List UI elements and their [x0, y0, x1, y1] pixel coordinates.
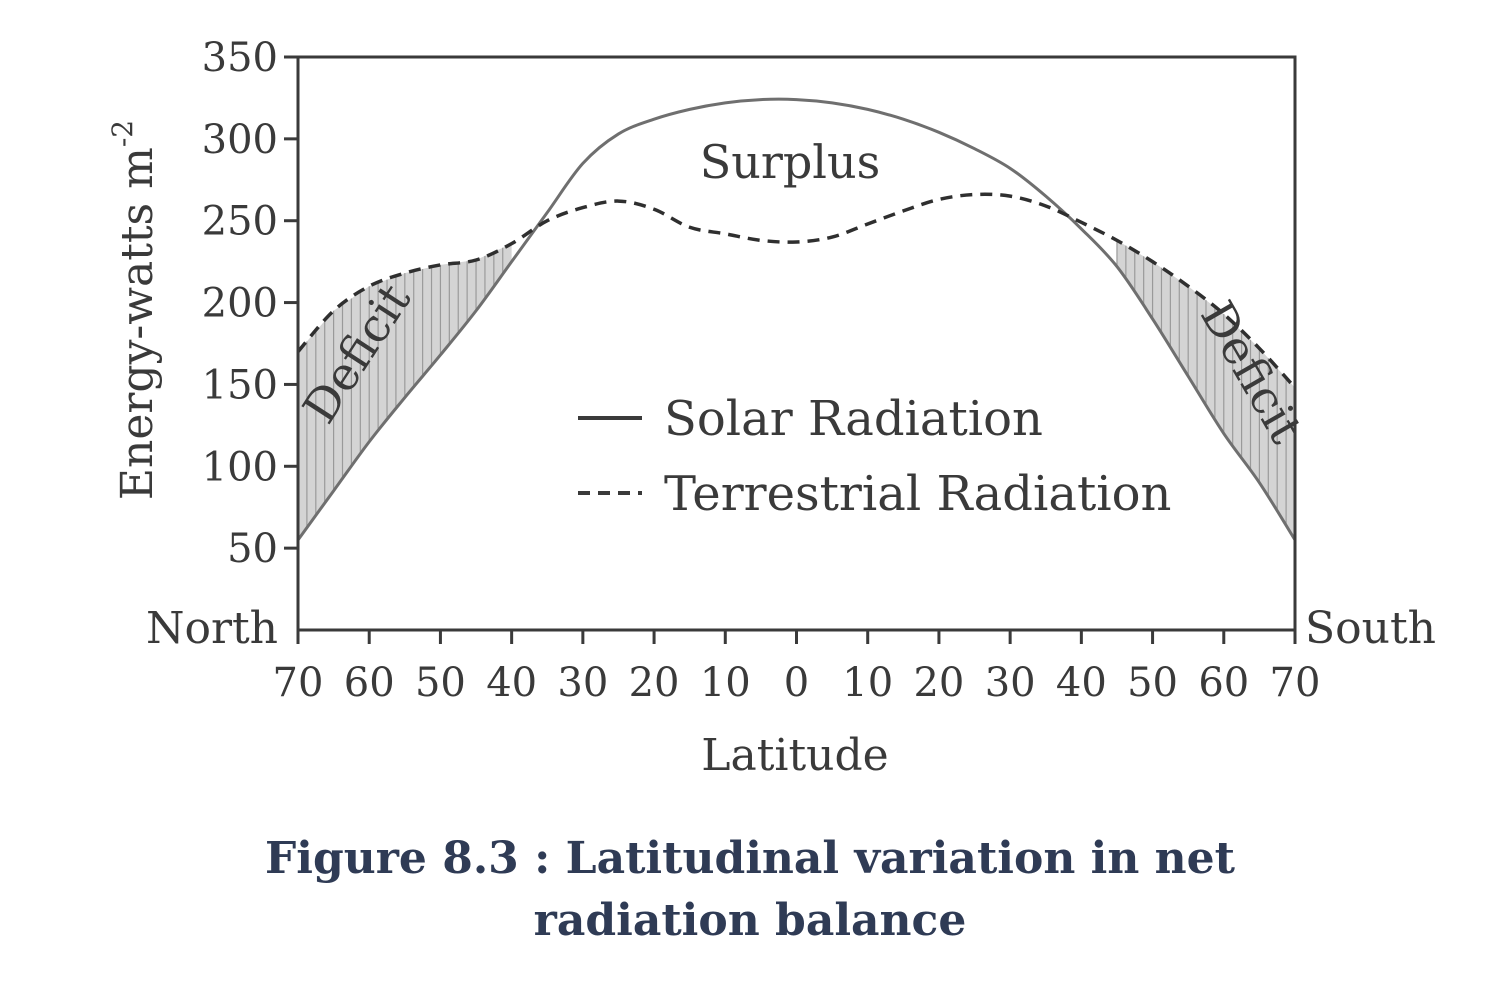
legend-solar-label: Solar Radiation [664, 391, 1043, 447]
x-tick-label: 70 [1270, 660, 1321, 706]
x-tick-label: 20 [913, 660, 964, 706]
y-tick-label: 50 [227, 526, 278, 572]
y-axis: 50 100 150 200 250 300 350 [202, 35, 298, 572]
y-tick-label: 350 [202, 35, 278, 81]
y-tick-label: 150 [202, 362, 278, 408]
legend: Solar Radiation Terrestrial Radiation [578, 391, 1171, 522]
x-tick-label: 30 [557, 660, 608, 706]
figure-caption-line-1: Figure 8.3 : Latitudinal variation in ne… [265, 833, 1235, 884]
x-axis-title: Latitude [701, 730, 888, 781]
y-tick-label: 200 [202, 281, 278, 327]
x-tick-label: 60 [344, 660, 395, 706]
x-tick-label: 70 [273, 660, 324, 706]
y-axis-title: Energy-watts m-2 [106, 120, 163, 500]
solar-radiation-line [296, 97, 1297, 541]
south-label: South [1305, 603, 1436, 654]
y-tick-label: 300 [202, 117, 278, 163]
x-axis: 70 60 50 40 30 20 10 0 10 20 30 40 50 60 70 [273, 630, 1321, 706]
x-tick-label: 40 [486, 660, 537, 706]
north-label: North [146, 603, 278, 654]
x-tick-label: 0 [784, 660, 809, 706]
y-tick-label: 100 [202, 444, 278, 490]
series-lines [296, 97, 1297, 541]
x-tick-label: 20 [629, 660, 680, 706]
surplus-label: Surplus [700, 135, 881, 189]
x-tick-label: 50 [415, 660, 466, 706]
x-tick-label: 40 [1056, 660, 1107, 706]
x-tick-label: 10 [700, 660, 751, 706]
terrestrial-radiation-line [296, 192, 1297, 389]
x-tick-label: 30 [985, 660, 1036, 706]
figure-caption-line-2: radiation balance [533, 895, 967, 946]
x-tick-label: 60 [1198, 660, 1249, 706]
y-tick-label: 250 [202, 199, 278, 245]
legend-terrestrial-label: Terrestrial Radiation [664, 466, 1171, 522]
x-tick-label: 10 [842, 660, 893, 706]
x-tick-label: 50 [1127, 660, 1178, 706]
